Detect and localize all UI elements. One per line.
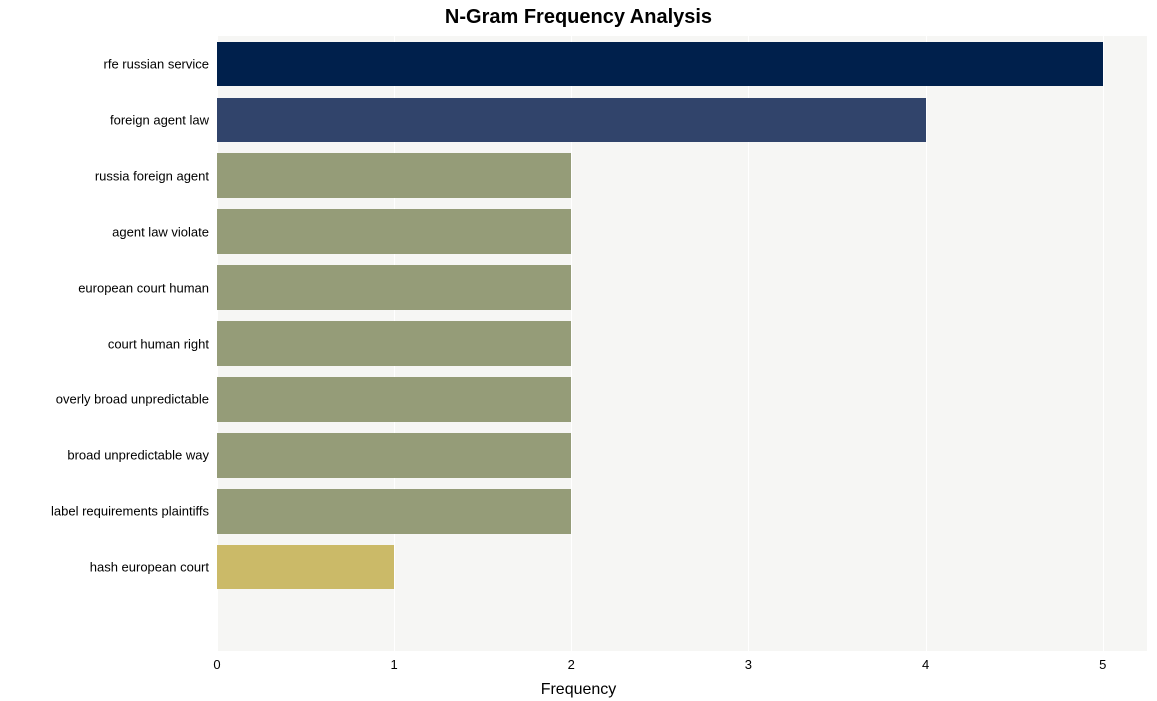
chart-title: N-Gram Frequency Analysis	[0, 6, 1157, 29]
bar	[217, 377, 571, 422]
y-axis-label: hash european court	[90, 560, 217, 575]
x-axis-tick: 0	[213, 651, 220, 672]
bar	[217, 321, 571, 366]
plot-area: rfe russian serviceforeign agent lawruss…	[217, 36, 1147, 651]
y-axis-label: overly broad unpredictable	[56, 392, 217, 407]
bar	[217, 545, 394, 590]
bar	[217, 433, 571, 478]
x-axis-tick: 5	[1099, 651, 1106, 672]
x-axis-tick: 4	[922, 651, 929, 672]
y-axis-label: court human right	[108, 336, 217, 351]
x-axis-tick: 3	[745, 651, 752, 672]
y-axis-label: european court human	[78, 280, 217, 295]
bar	[217, 153, 571, 198]
y-axis-label: foreign agent law	[110, 112, 217, 127]
bar	[217, 98, 926, 143]
x-gridline	[926, 36, 927, 651]
y-axis-label: label requirements plaintiffs	[51, 504, 217, 519]
plot-row-strip	[217, 595, 1147, 651]
x-axis-title: Frequency	[0, 681, 1157, 699]
x-gridline	[1103, 36, 1104, 651]
y-axis-label: broad unpredictable way	[67, 448, 217, 463]
x-axis-tick: 2	[568, 651, 575, 672]
bar	[217, 265, 571, 310]
y-axis-label: russia foreign agent	[95, 168, 217, 183]
bar	[217, 209, 571, 254]
y-axis-label: agent law violate	[112, 224, 217, 239]
x-axis-tick: 1	[391, 651, 398, 672]
y-axis-label: rfe russian service	[104, 56, 217, 71]
bar	[217, 42, 1103, 87]
bar	[217, 489, 571, 534]
